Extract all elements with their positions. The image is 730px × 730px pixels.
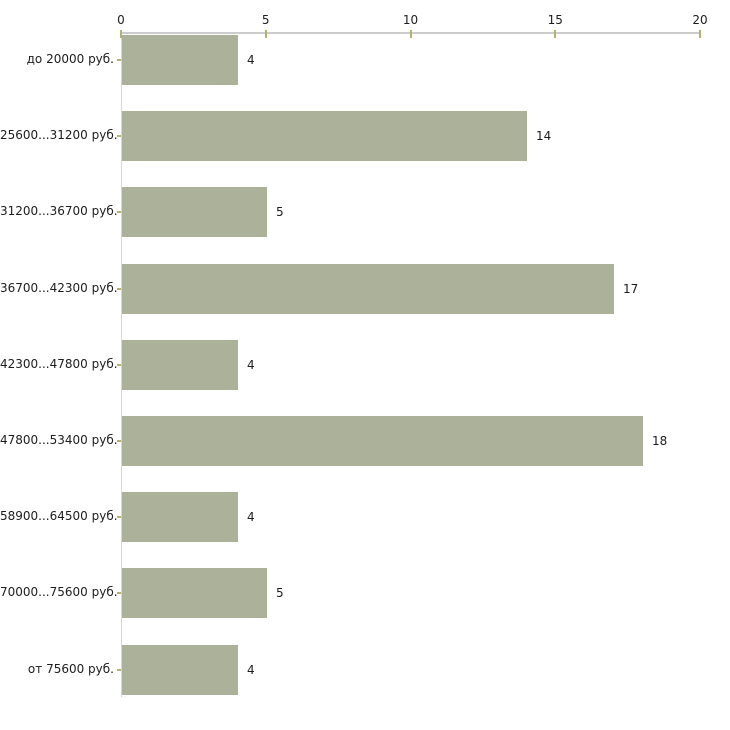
value-label: 14 [536, 129, 552, 144]
x-axis-tick-mark [554, 30, 557, 38]
category-tick-mark [117, 363, 121, 366]
category-label: 31200...36700 руб. [0, 204, 118, 219]
x-axis-tick-label: 15 [547, 13, 563, 27]
category-tick-mark [117, 135, 121, 138]
value-label: 5 [276, 205, 284, 220]
bar [122, 35, 238, 85]
category-tick-mark [117, 668, 121, 671]
bar [122, 644, 238, 695]
x-axis-tick-mark [264, 30, 267, 38]
category-tick-mark [117, 440, 121, 442]
category-label: 58900...64500 руб. [0, 509, 118, 524]
x-axis-tick-label: 5 [261, 13, 270, 27]
bar [122, 187, 267, 238]
x-axis-tick-mark [699, 30, 701, 38]
x-axis-tick-label: 0 [117, 13, 125, 27]
x-axis-tick-label: 20 [692, 13, 708, 27]
x-axis-tick-mark [409, 30, 412, 38]
category-label: 42300...47800 руб. [0, 356, 118, 371]
value-label: 4 [247, 662, 255, 677]
category-label: 47800...53400 руб. [0, 433, 118, 447]
x-axis-tick-mark [120, 30, 122, 38]
value-label: 4 [247, 357, 255, 372]
value-label: 4 [247, 510, 255, 525]
y-axis-line [121, 33, 122, 697]
category-tick-mark [117, 516, 121, 519]
category-tick-mark [117, 287, 121, 290]
category-tick-mark [117, 211, 121, 214]
bar [122, 416, 643, 466]
category-label: до 20000 руб. [26, 52, 114, 66]
category-label: от 75600 руб. [27, 661, 114, 676]
value-label: 5 [276, 586, 284, 601]
bar [122, 568, 267, 619]
category-tick-mark [117, 592, 121, 595]
value-label: 17 [623, 281, 639, 296]
value-label: 18 [652, 434, 668, 448]
category-label: 25600...31200 руб. [0, 128, 118, 143]
category-label: 36700...42300 руб. [0, 280, 118, 295]
bar [122, 339, 238, 390]
category-label: 70000...75600 руб. [0, 585, 118, 600]
x-axis-tick-label: 10 [402, 13, 419, 27]
value-label: 4 [247, 53, 255, 67]
category-tick-mark [117, 59, 121, 61]
bar [122, 111, 527, 162]
bar [122, 492, 238, 543]
bar [122, 263, 614, 314]
